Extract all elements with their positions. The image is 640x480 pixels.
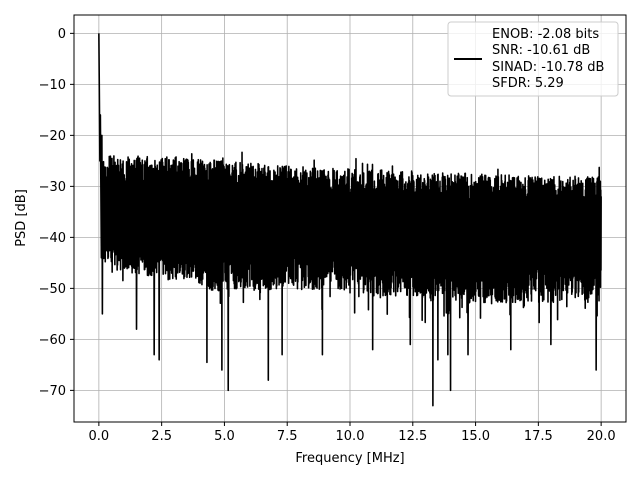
legend-snr: SNR: -10.61 dB [492, 43, 590, 58]
y-tick-label: −60 [39, 333, 66, 348]
x-tick-label: 17.5 [524, 429, 553, 444]
legend: ENOB: -2.08 bits SNR: -10.61 dB SINAD: -… [447, 21, 619, 97]
x-tick-label: 12.5 [398, 429, 427, 444]
y-tick-label: 0 [58, 27, 66, 42]
psd-series-line [98, 33, 602, 407]
x-tick-label: 0.0 [89, 429, 110, 444]
x-tick-label: 2.5 [151, 429, 172, 444]
legend-sinad: SINAD: -10.78 dB [492, 60, 604, 75]
plot-area [98, 33, 602, 407]
y-tick-label: −30 [39, 180, 66, 195]
series-layer [98, 33, 602, 407]
legend-sfdr: SFDR: 5.29 [492, 76, 564, 91]
x-tick-label: 15.0 [461, 429, 490, 444]
x-tick-label: 7.5 [277, 429, 298, 444]
x-tick-label: 10.0 [336, 429, 365, 444]
x-tick-label: 20.0 [587, 429, 616, 444]
y-axis-label: PSD [dB] [14, 189, 29, 247]
x-axis-label: Frequency [MHz] [295, 451, 404, 466]
x-tick-label: 5.0 [214, 429, 235, 444]
legend-box [447, 21, 619, 97]
y-tick-label: −50 [39, 282, 66, 297]
y-tick-label: −40 [39, 231, 66, 246]
y-tick-label: −70 [39, 384, 66, 399]
axis-ticks: 0.0 2.5 5.0 7.5 10.0 12.5 15.0 17.5 20.0 0 −10 −20 −… [39, 27, 616, 444]
y-tick-label: −20 [39, 129, 66, 144]
legend-enob: ENOB: -2.08 bits [492, 27, 599, 42]
y-tick-label: −10 [39, 78, 66, 93]
